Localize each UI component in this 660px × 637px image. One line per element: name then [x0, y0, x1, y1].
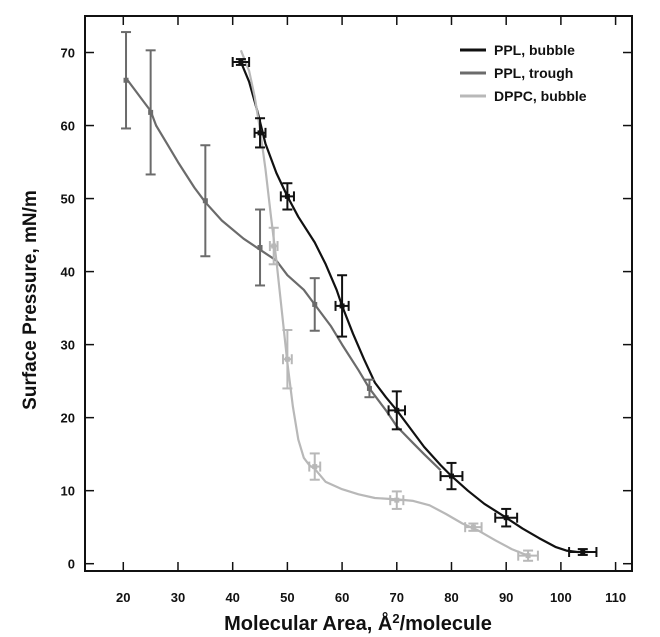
series-line-ppl-bubble [239, 61, 589, 554]
error-bar-ppl-bubble [568, 547, 598, 558]
error-bar-ppl-trough [145, 49, 156, 176]
plot-frame [84, 15, 633, 572]
error-bar-dppc-bubble [268, 226, 279, 266]
x-tick-label: 20 [116, 590, 130, 605]
y-tick-label: 70 [61, 46, 75, 61]
error-bar-dppc-bubble [308, 452, 322, 481]
error-bar-dppc-bubble [517, 549, 539, 562]
error-bar-ppl-bubble [439, 461, 464, 491]
error-bar-ppl-trough [121, 31, 132, 130]
x-tick-label: 30 [171, 590, 185, 605]
x-axis-label: Molecular Area, Å2/molecule [224, 611, 492, 636]
error-bars [121, 31, 598, 562]
x-tick-label: 50 [280, 590, 294, 605]
error-bar-ppl-bubble [253, 117, 267, 149]
error-bar-ppl-trough [200, 144, 211, 258]
y-tick-label: 30 [61, 338, 75, 353]
x-tick-label: 40 [225, 590, 239, 605]
error-bar-ppl-bubble [279, 182, 295, 211]
series-line-ppl-trough [125, 77, 442, 471]
y-axis-label: Surface Pressure, mN/m [20, 190, 41, 410]
y-tick-label: 60 [61, 119, 75, 134]
x-tick-label: 60 [335, 590, 349, 605]
error-bar-dppc-bubble [389, 490, 405, 510]
error-bar-ppl-trough [255, 208, 266, 287]
axis-ticks: 20 30 40 50 60 70 80 90 100 110 0 10 20 30 40 50 60 70 [61, 16, 632, 605]
x-tick-label: 80 [444, 590, 458, 605]
series-lines [125, 49, 589, 557]
error-bar-dppc-bubble [282, 329, 293, 390]
error-bar-ppl-trough [309, 277, 320, 332]
legend: PPL, bubble PPL, trough DPPC, bubble [460, 42, 587, 104]
y-tick-label: 0 [68, 557, 75, 572]
x-tick-label: 90 [499, 590, 513, 605]
x-tick-label: 100 [550, 590, 572, 605]
error-bar-ppl-bubble [387, 390, 406, 431]
error-bar-dppc-bubble [464, 522, 483, 533]
y-tick-label: 10 [61, 484, 75, 499]
legend-label-ppl-trough: PPL, trough [494, 65, 573, 81]
x-tick-label: 70 [390, 590, 404, 605]
x-tick-label: 110 [605, 590, 626, 605]
y-tick-label: 20 [61, 411, 75, 426]
y-tick-label: 50 [61, 192, 75, 207]
error-bar-ppl-trough [364, 378, 375, 399]
legend-label-dppc-bubble: DPPC, bubble [494, 88, 587, 104]
error-bar-ppl-bubble [494, 507, 519, 528]
x-axis-label-superscript: 2 [392, 611, 399, 626]
error-bar-ppl-bubble [231, 57, 251, 68]
legend-label-ppl-bubble: PPL, bubble [494, 42, 575, 58]
series-line-dppc-bubble [239, 49, 529, 557]
error-bar-ppl-bubble [334, 274, 350, 338]
y-tick-label: 40 [61, 265, 75, 280]
